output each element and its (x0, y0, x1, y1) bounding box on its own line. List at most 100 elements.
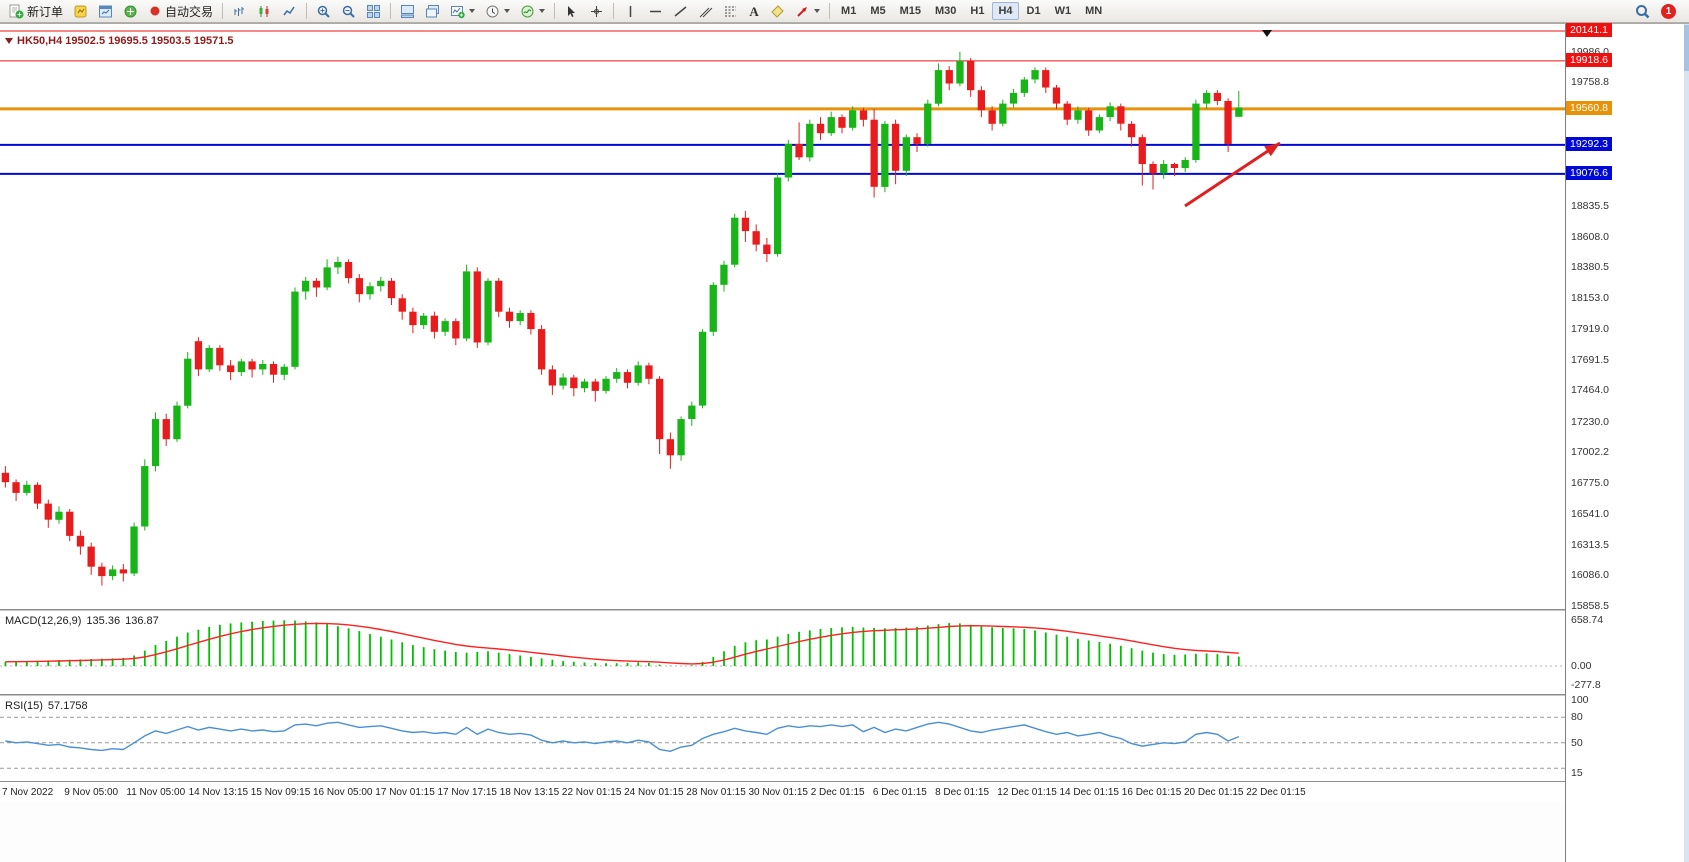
new-chart-button[interactable] (446, 1, 479, 21)
profiles-button[interactable] (481, 1, 514, 21)
time-axis-label: 7 Nov 2022 (2, 787, 54, 798)
macd-indicator-label: MACD(12,26,9) 135.36 136.87 (5, 615, 159, 627)
price-axis-label: 18380.5 (1571, 261, 1609, 274)
toolbar-separator (222, 3, 224, 19)
timeframe-m15-button[interactable]: M15 (899, 5, 921, 17)
candlestick-icon (259, 5, 269, 17)
timeframe-m5-button[interactable]: M5 (870, 5, 886, 17)
channel-button[interactable] (694, 1, 717, 21)
time-axis-label: 20 Dec 01:15 (1184, 787, 1244, 798)
rsi-panel[interactable] (0, 696, 1565, 781)
cursor-button[interactable] (560, 1, 583, 21)
arrow-tools-button[interactable] (791, 1, 824, 21)
expert-advisors-icon (74, 5, 87, 17)
price-axis[interactable]: 19986.0 19758.8 18835.5 18608.0 18380.5 18153… (1565, 23, 1684, 862)
cascade-windows-button[interactable] (421, 1, 444, 21)
time-axis-label: 17 Nov 01:15 (375, 787, 435, 798)
time-axis-label: 14 Nov 13:15 (188, 787, 249, 798)
cursor-icon (568, 5, 576, 17)
price-axis-label: 16775.0 (1571, 476, 1609, 489)
autotrading-button[interactable]: 自动交易 (144, 1, 217, 21)
time-axis-label: 6 Dec 01:15 (872, 787, 927, 798)
autotrading-status-icon (150, 6, 160, 16)
tile-windows-icon (367, 4, 381, 18)
timeframe-h1-button[interactable]: H1 (970, 5, 985, 17)
time-axis[interactable]: 7 Nov 2022 9 Nov 05:00 11 Nov 05:00 14 Nov … (0, 781, 1565, 802)
vertical-line-button[interactable] (619, 1, 642, 21)
crosshair-button[interactable] (585, 1, 608, 21)
expert-advisors-button[interactable] (69, 1, 92, 21)
zoom-in-icon (317, 5, 330, 18)
macd-signal-value: 136.87 (125, 615, 159, 627)
vertical-scrollbar[interactable] (1684, 24, 1689, 862)
price-axis-label: 18608.0 (1571, 230, 1609, 243)
time-axis-label: 12 Dec 01:15 (997, 787, 1057, 798)
cascade-windows-icon (426, 4, 440, 17)
market-watch-button[interactable] (94, 1, 117, 21)
bar-chart-mode-button[interactable] (228, 1, 251, 21)
toolbar-separator (613, 3, 615, 19)
price-axis-label: 17919.0 (1571, 323, 1609, 336)
timeframe-m30-button[interactable]: M30 (935, 5, 957, 17)
scrollbar-thumb[interactable] (1684, 25, 1689, 71)
indicators-icon (521, 5, 534, 17)
toolbar-separator (829, 3, 831, 19)
indicators-button[interactable] (516, 1, 549, 21)
macd-panel[interactable] (0, 611, 1565, 694)
trendline-button[interactable] (669, 1, 692, 21)
price-line-label: 20141.1 (1566, 23, 1612, 37)
time-axis-label: 8 Dec 01:15 (935, 787, 990, 798)
navigator-button[interactable] (119, 1, 142, 21)
notification-badge[interactable]: 1 (1661, 3, 1676, 19)
text-tool-icon: A (749, 3, 759, 19)
time-axis-label: 22 Dec 01:15 (1246, 787, 1306, 798)
price-line-label: 19076.6 (1566, 165, 1612, 180)
candlestick-mode-button[interactable] (253, 1, 276, 21)
rsi-axis-label: 80 (1571, 711, 1583, 724)
arrange-windows-button[interactable] (396, 1, 419, 21)
rsi-name: RSI(15) (5, 700, 43, 712)
price-line-label: 19560.8 (1566, 100, 1612, 115)
rsi-axis-label: 15 (1571, 766, 1583, 779)
timeframe-w1-button[interactable]: W1 (1054, 5, 1072, 17)
toolbar-separator (390, 3, 392, 19)
crosshair-icon (591, 5, 603, 17)
zoom-out-icon (342, 5, 355, 18)
text-tool-button[interactable]: A (744, 1, 764, 21)
symbol-marker-icon (5, 38, 13, 44)
timeframe-d1-button[interactable]: D1 (1026, 5, 1041, 17)
time-axis-label: 16 Dec 01:15 (1121, 787, 1182, 798)
macd-axis-label: 658.74 (1571, 614, 1604, 626)
fibonacci-button[interactable] (719, 1, 742, 21)
timeframe-m1-button[interactable]: M1 (841, 5, 857, 17)
line-chart-mode-button[interactable] (278, 1, 301, 21)
panel-splitter[interactable] (0, 694, 1565, 696)
rsi-value: 57.1758 (47, 700, 88, 712)
new-order-button[interactable]: 新订单 (5, 1, 67, 21)
timeframe-mn-button[interactable]: MN (1085, 5, 1103, 17)
price-line-label: 19918.6 (1566, 52, 1612, 67)
panel-splitter[interactable] (0, 609, 1565, 611)
price-axis-label: 16086.0 (1571, 569, 1609, 582)
zoom-in-button[interactable] (312, 1, 335, 21)
symbol-ohlc-text: HK50,H4 19502.5 19695.5 19503.5 19571.5 (17, 35, 234, 47)
label-tool-button[interactable] (766, 1, 789, 21)
horizontal-line-button[interactable] (644, 1, 667, 21)
rsi-indicator-label: RSI(15) 57.1758 (5, 700, 88, 712)
arrange-windows-icon (401, 4, 415, 18)
zoom-out-button[interactable] (337, 1, 360, 21)
macd-name: MACD(12,26,9) (5, 615, 82, 627)
macd-axis-label: -277.8 (1571, 679, 1601, 692)
label-tag-icon (771, 4, 784, 18)
tile-windows-button[interactable] (362, 1, 385, 21)
price-axis-label: 17230.0 (1571, 415, 1609, 428)
search-button[interactable] (1631, 1, 1654, 21)
new-chart-icon (451, 5, 465, 18)
time-axis-label: 24 Nov 01:15 (624, 787, 684, 798)
candlestick-chart[interactable] (0, 27, 1565, 609)
macd-axis-label: 0.00 (1571, 660, 1592, 672)
bar-chart-icon (234, 6, 245, 16)
toolbar-separator (554, 3, 556, 19)
timeframe-h4-button[interactable]: H4 (992, 2, 1019, 20)
price-axis-label: 17464.0 (1571, 384, 1609, 397)
